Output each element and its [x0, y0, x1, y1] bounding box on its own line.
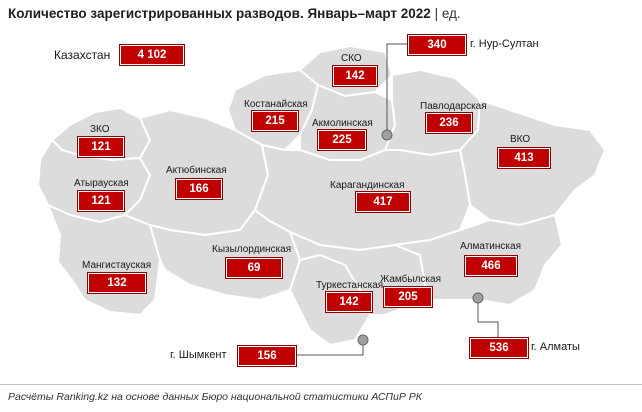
chart-title: Количество зарегистрированных разводов. … [8, 6, 461, 21]
total-value: 4 102 [120, 45, 184, 65]
region-label-almaty: Алматинская [460, 241, 521, 252]
region-value-atyrau: 121 [78, 191, 124, 211]
region-label-zhambyl: Жамбылская [380, 274, 441, 285]
city-label-almaty: г. Алматы [531, 341, 580, 353]
title-text: Количество зарегистрированных разводов. … [8, 6, 431, 21]
city-value-shymkent: 156 [238, 346, 296, 366]
region-label-vko: ВКО [510, 134, 531, 145]
region-value-almaty: 466 [465, 256, 517, 276]
region-value-pavlodar: 236 [426, 113, 472, 133]
region-label-mangystau: Мангистауская [82, 260, 152, 271]
title-unit: ед. [441, 6, 461, 21]
region-label-atyrau: Атырауская [74, 178, 129, 189]
leader-nur-sultan [386, 43, 408, 135]
region-value-zko: 121 [78, 137, 124, 157]
region-label-aktobe: Актюбинская [166, 165, 227, 176]
region-value-turkestan: 142 [326, 292, 372, 312]
region-label-zko: ЗКО [90, 124, 110, 135]
region-value-zhambyl: 205 [384, 287, 432, 307]
total-label: Казахстан [54, 48, 111, 62]
region-label-kostanay: Костанайская [244, 99, 308, 110]
region-value-sko: 142 [333, 66, 377, 86]
region-label-sko: СКО [341, 53, 362, 64]
region-value-mangystau: 132 [88, 273, 146, 293]
nur-sultan-dot [381, 129, 393, 141]
region-label-kyzylorda: Кызылординская [212, 244, 292, 255]
source-note: Расчёты Ranking.kz на основе данных Бюро… [8, 391, 422, 403]
region-label-akmola: Акмолинская [312, 118, 373, 129]
almaty-dot [472, 292, 484, 304]
region-value-aktobe: 166 [176, 179, 222, 199]
region-label-karaganda: Карагандинская [330, 180, 405, 191]
region-value-kyzylorda: 69 [226, 258, 282, 278]
region-label-pavlodar: Павлодарская [420, 101, 487, 112]
shymkent-dot [357, 334, 369, 346]
region-value-vko: 413 [498, 148, 550, 168]
region-value-kostanay: 215 [252, 111, 298, 131]
city-label-shymkent: г. Шымкент [170, 349, 227, 361]
city-value-nur-sultan: 340 [408, 35, 466, 55]
city-label-nur-sultan: г. Нур-Султан [470, 38, 539, 50]
region-value-karaganda: 417 [356, 192, 410, 212]
title-separator: | [434, 6, 439, 21]
region-label-turkestan: Туркестанская [316, 280, 384, 291]
city-value-almaty: 536 [470, 338, 528, 358]
region-value-akmola: 225 [318, 130, 366, 150]
footer-divider [0, 384, 642, 385]
leader-almaty [477, 298, 499, 340]
